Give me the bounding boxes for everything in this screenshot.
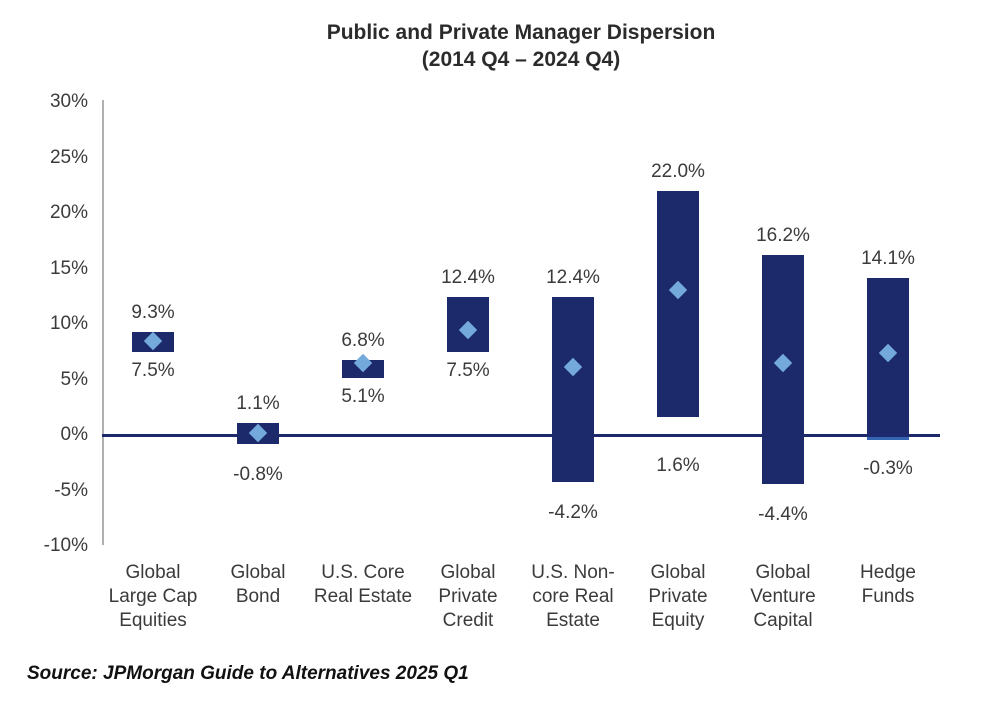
y-tick-label: 25%: [49, 146, 88, 168]
y-tick-label: 5%: [60, 368, 88, 390]
bar-low-label: -0.3%: [863, 458, 913, 480]
bar-high-label: 14.1%: [861, 248, 915, 270]
bar-high-label: 12.4%: [441, 267, 495, 289]
category-label: Global Large Cap Equities: [108, 562, 198, 631]
category-label: Global Private Credit: [438, 562, 498, 631]
y-tick-label: 30%: [49, 91, 88, 112]
bar-low-label: -0.8%: [233, 463, 283, 485]
bar-high-label: 22.0%: [651, 160, 705, 182]
zero-line: [102, 433, 940, 437]
y-tick-label: 0%: [60, 424, 88, 445]
y-tick-label: -10%: [43, 535, 88, 556]
category-label: Hedge Funds: [860, 562, 916, 607]
bar-high-label: 9.3%: [131, 301, 175, 323]
bar-low-label: 7.5%: [131, 359, 175, 381]
bar-high-label: 1.1%: [236, 392, 280, 414]
bar-low-label: 1.6%: [656, 455, 700, 476]
category-label: U.S. Non- core Real Estate: [531, 562, 615, 631]
category-label: Global Bond: [230, 562, 286, 607]
bar-high-label: 6.8%: [341, 329, 385, 351]
y-tick-label: 15%: [49, 257, 88, 279]
bar-low-label: 7.5%: [446, 359, 490, 381]
bar-high-label: 16.2%: [756, 225, 810, 247]
chart-title-line2: (2014 Q4 – 2024 Q4): [421, 48, 621, 71]
category-label: U.S. Core Real Estate: [313, 562, 413, 607]
y-tick-label: -5%: [54, 479, 88, 501]
category-label: Global Private Equity: [648, 562, 708, 631]
bar-low-label: 5.1%: [341, 386, 385, 408]
chart-title-line1: Public and Private Manager Dispersion: [326, 21, 716, 44]
source-note: Source: JPMorgan Guide to Alternatives 2…: [27, 663, 469, 684]
y-axis-line: [102, 100, 104, 545]
y-tick-label: 20%: [49, 202, 88, 223]
range-bar: [552, 297, 594, 482]
chart-title: Public and Private Manager Dispersion (2…: [102, 19, 940, 73]
y-tick-label: 10%: [49, 313, 88, 334]
bar-low-label: -4.2%: [548, 501, 598, 523]
range-bar: [657, 190, 699, 418]
category-label: Global Venture Capital: [750, 562, 816, 631]
bar-bottom-accent: [867, 436, 909, 440]
bar-high-label: 12.4%: [546, 267, 600, 289]
bar-low-label: -4.4%: [758, 503, 808, 525]
